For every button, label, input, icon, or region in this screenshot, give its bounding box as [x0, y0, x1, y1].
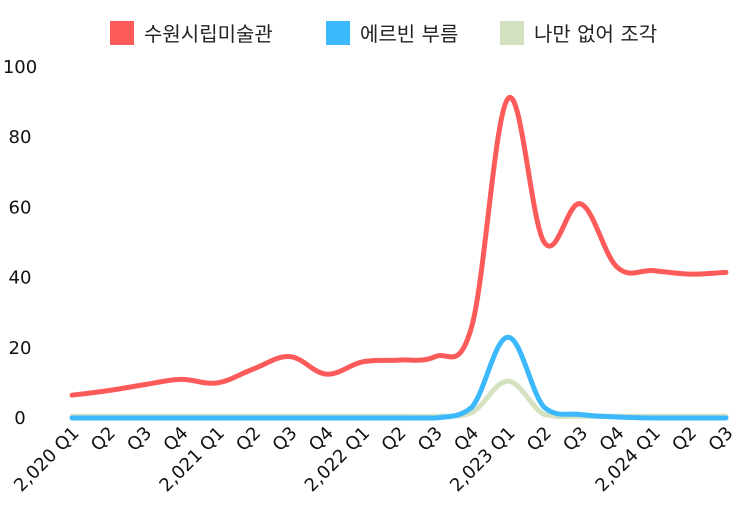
legend-label: 나만 없어 조각 [534, 22, 657, 46]
y-tick-label: 60 [9, 197, 32, 218]
legend-label: 에르빈 부름 [360, 22, 458, 46]
legend-item: 에르빈 부름 [326, 21, 458, 46]
plot-area [69, 95, 729, 421]
series-line-1 [69, 334, 729, 421]
y-tick-label: 0 [14, 408, 25, 429]
series-line-2 [69, 378, 729, 420]
y-axis: 0 20 40 60 80 100 [3, 57, 37, 429]
legend-item: 수원시립미술관 [110, 21, 273, 46]
legend-swatch [500, 21, 524, 45]
x-tick-label: Q2 [232, 423, 265, 456]
legend-item: 나만 없어 조각 [500, 21, 657, 46]
legend-label: 수원시립미술관 [144, 22, 273, 46]
x-tick-label: 2,020 Q1 [10, 423, 83, 496]
x-axis: 2,020 Q1 Q2 Q3 Q42,021 Q1 Q2 Q3 Q42,022 Q1 Q2 Q3… [10, 423, 737, 496]
legend-swatch [326, 21, 350, 45]
x-tick-label: Q2 [523, 423, 556, 456]
y-tick-label: 20 [9, 338, 32, 359]
x-tick-label: Q3 [414, 423, 447, 456]
x-tick-label: Q2 [668, 423, 701, 456]
legend-swatch [110, 21, 134, 45]
y-tick-label: 40 [9, 268, 32, 289]
legend: 수원시립미술관 에르빈 부름 나만 없어 조각 [110, 21, 657, 46]
y-tick-label: 100 [3, 57, 37, 78]
y-tick-label: 80 [9, 127, 32, 148]
x-tick-label: Q2 [87, 423, 120, 456]
x-tick-label: Q3 [269, 423, 302, 456]
x-tick-label: Q3 [705, 423, 738, 456]
x-tick-label: Q3 [559, 423, 592, 456]
x-tick-label: Q3 [123, 423, 156, 456]
series-line-0 [69, 95, 729, 398]
x-tick-label: Q2 [378, 423, 411, 456]
